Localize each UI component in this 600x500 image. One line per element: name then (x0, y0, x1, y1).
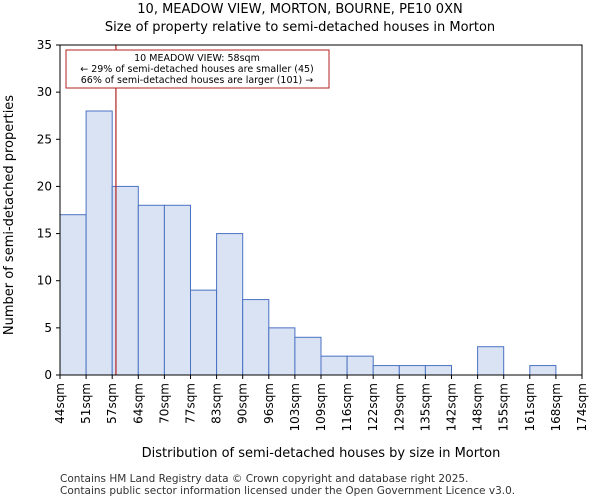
y-tick-label: 35 (37, 38, 52, 52)
x-tick-label: 161sqm (523, 383, 537, 431)
bar-109sqm (320, 355, 348, 376)
y-tick-label: 0 (44, 368, 52, 382)
bar-77sqm (190, 289, 218, 376)
x-tick-label: 44sqm (53, 383, 67, 424)
y-axis-label: Number of semi-detached properties (2, 95, 17, 335)
y-tick-label: 5 (44, 321, 52, 335)
annotation-line-3: 66% of semi-detached houses are larger (… (81, 75, 314, 86)
x-tick-label: 103sqm (288, 383, 302, 431)
y-tick-label: 15 (37, 227, 52, 241)
x-tick-label: 77sqm (184, 383, 198, 424)
annotation-line-1: 10 MEADOW VIEW: 58sqm (134, 53, 260, 64)
bar-70sqm (163, 204, 191, 376)
x-tick-label: 57sqm (105, 383, 119, 424)
x-tick-label: 109sqm (314, 383, 328, 431)
x-tick-label: 155sqm (497, 383, 511, 431)
x-tick-label: 142sqm (445, 383, 459, 431)
x-tick-label: 83sqm (210, 383, 224, 424)
x-tick-label: 122sqm (366, 383, 380, 431)
x-tick-label: 129sqm (392, 383, 406, 431)
bar-83sqm (216, 233, 244, 376)
footer-line1: Contains HM Land Registry data © Crown c… (60, 473, 469, 485)
x-tick-label: 96sqm (262, 383, 276, 424)
annotation-box (65, 49, 330, 89)
annotation-line-2: ← 29% of semi-detached houses are smalle… (80, 64, 314, 75)
x-tick-label: 135sqm (418, 383, 432, 431)
bar-57sqm (111, 185, 139, 376)
y-tick-label: 20 (37, 179, 52, 193)
x-tick-label: 174sqm (575, 383, 589, 431)
x-tick-label: 116sqm (340, 383, 354, 431)
bar-103sqm (294, 336, 322, 376)
x-tick-label: 70sqm (157, 383, 171, 424)
x-axis-label: Distribution of semi-detached houses by … (142, 446, 501, 461)
bar-90sqm (242, 299, 270, 376)
bar-129sqm (398, 365, 426, 376)
bar-44sqm (59, 214, 87, 376)
chart-title-line2: Size of property relative to semi-detach… (104, 20, 496, 35)
annotation-group: 10 MEADOW VIEW: 58sqm← 29% of semi-detac… (65, 49, 330, 89)
chart-title-line1: 10, MEADOW VIEW, MORTON, BOURNE, PE10 0X… (137, 2, 463, 17)
x-tick-label: 168sqm (549, 383, 563, 431)
bar-116sqm (346, 355, 374, 376)
bar-51sqm (85, 110, 113, 376)
x-tick-label: 64sqm (131, 383, 145, 424)
y-tick-label: 10 (37, 274, 52, 288)
bar-161sqm (529, 365, 557, 376)
bar-122sqm (372, 365, 400, 376)
x-tick-label: 90sqm (236, 383, 250, 424)
bar-96sqm (268, 327, 296, 376)
footer-line2: Contains public sector information licen… (60, 485, 516, 497)
x-tick-label: 148sqm (471, 383, 485, 431)
y-tick-label: 30 (37, 85, 52, 99)
y-tick-label: 25 (37, 132, 52, 146)
bars-group (59, 110, 557, 376)
bar-135sqm (424, 365, 452, 376)
axes-group: 0 5 10 15 20 25 30 35 44sqm 51sqm 57sqm 64sqm 70sqm 7… (37, 38, 589, 431)
x-tick-label: 51sqm (79, 383, 93, 424)
bar-64sqm (137, 204, 165, 376)
bar-148sqm (477, 346, 505, 376)
